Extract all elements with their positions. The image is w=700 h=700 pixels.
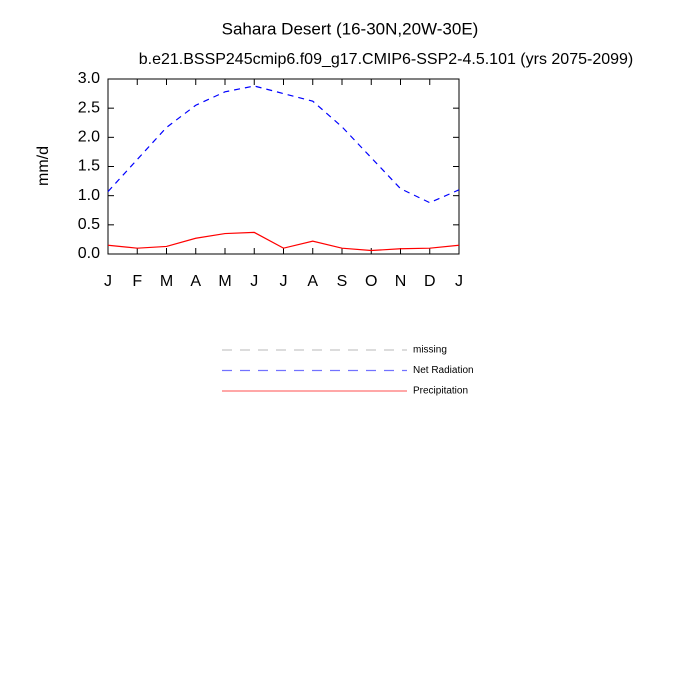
y-tick-label: 0.5	[78, 216, 100, 233]
y-tick-label: 2.0	[78, 129, 100, 146]
y-tick-label: 1.5	[78, 158, 100, 175]
series-line	[107, 231, 460, 252]
y-tick-label: 3.0	[78, 70, 100, 87]
y-tick-label: 1.0	[78, 187, 100, 204]
x-tick-label: M	[160, 273, 173, 290]
x-tick-label: F	[132, 273, 142, 290]
x-tick-label: S	[337, 273, 348, 290]
series-line	[107, 85, 460, 204]
y-axis-label: mm/d	[35, 146, 52, 186]
x-tick-label: N	[395, 273, 407, 290]
y-tick-label: 0.0	[78, 245, 100, 262]
legend-label: Precipitation	[413, 386, 468, 397]
y-tick-label: 2.5	[78, 99, 100, 116]
x-tick-label: J	[280, 273, 288, 290]
x-tick-label: J	[104, 273, 112, 290]
legend-label: Net Radiation	[413, 365, 474, 376]
x-tick-label: D	[424, 273, 436, 290]
x-tick-label: A	[307, 273, 318, 290]
chart-subtitle: b.e21.BSSP245cmip6.f09_g17.CMIP6-SSP2-4.…	[139, 51, 634, 68]
x-tick-label: A	[190, 273, 201, 290]
chart-title: Sahara Desert (16-30N,20W-30E)	[222, 19, 479, 38]
x-tick-label: J	[455, 273, 463, 290]
legend-label: missing	[413, 345, 447, 356]
x-tick-label: J	[250, 273, 258, 290]
x-tick-label: M	[218, 273, 231, 290]
x-tick-label: O	[365, 273, 377, 290]
plot-frame	[107, 78, 460, 255]
